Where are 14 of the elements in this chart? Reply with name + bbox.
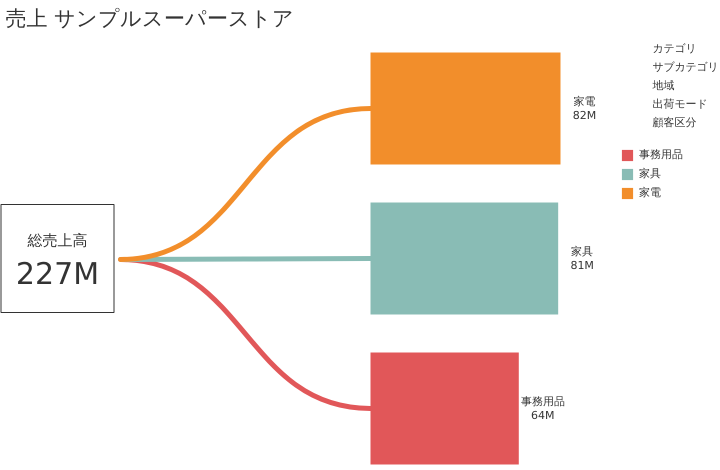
text: サブカテゴリ [652, 60, 718, 74]
legend-label: 家電 [639, 185, 661, 200]
legend-label: 家具 [639, 166, 661, 181]
text: 227M [16, 257, 100, 292]
text: 売上 サンプルスーパーストア [6, 6, 294, 30]
legend-label: 事務用品 [639, 147, 683, 162]
text: カテゴリ [652, 42, 696, 55]
data-label: 82M [572, 109, 596, 122]
text: 地域 [652, 79, 674, 92]
text: 総売上高 [26, 232, 88, 250]
text: 顧客区分 [652, 116, 696, 129]
text: 出荷モード [652, 98, 708, 110]
data-label: 64M [531, 409, 555, 422]
data-label: 81M [570, 259, 594, 272]
